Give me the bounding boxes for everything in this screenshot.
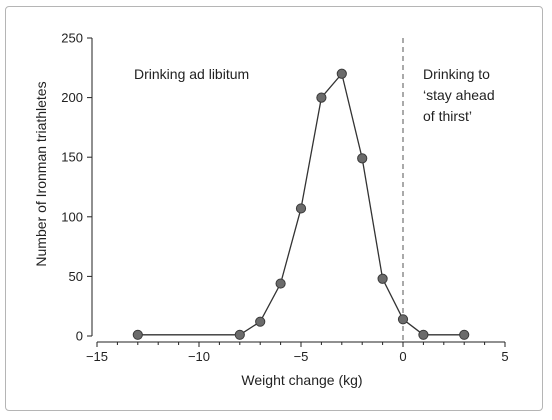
series-group [132,68,470,340]
x-tick-label: −10 [188,349,210,364]
y-tick-label: 250 [61,31,83,46]
data-point [336,68,347,79]
axes [87,37,506,347]
data-point [132,329,143,340]
data-point [357,153,368,164]
data-point [234,329,245,340]
y-tick-label: 150 [61,150,83,165]
x-axis-title: Weight change (kg) [241,372,362,388]
y-tick-label: 50 [69,269,83,284]
annotation-right-line-2: ‘stay ahead [423,87,495,103]
data-point [397,314,409,325]
data-point [418,329,429,340]
y-tick-label: 200 [61,90,83,105]
y-tick-label: 100 [61,209,83,224]
x-tick-label: −5 [294,349,309,364]
data-point [295,203,307,214]
labels-group: 0 50 100 150 200 250 −15 −10 −5 0 5 [61,31,508,365]
data-point [255,316,266,327]
x-tick-label: 0 [399,349,406,364]
x-tick-label: 5 [501,349,508,364]
annotation-right-line-1: Drinking to [423,66,490,82]
annotation-right-line-3: of thirst’ [423,108,472,124]
data-point [459,329,470,340]
y-tick-label: 0 [76,329,83,344]
data-point [275,278,286,289]
x-tick-label: −15 [86,349,108,364]
data-point [316,92,327,103]
annotation-left-line-1: Drinking ad libitum [134,66,249,82]
data-point [377,273,388,284]
y-axis-title: Number of Ironman triathletes [33,81,49,266]
chart-frame [5,6,543,411]
